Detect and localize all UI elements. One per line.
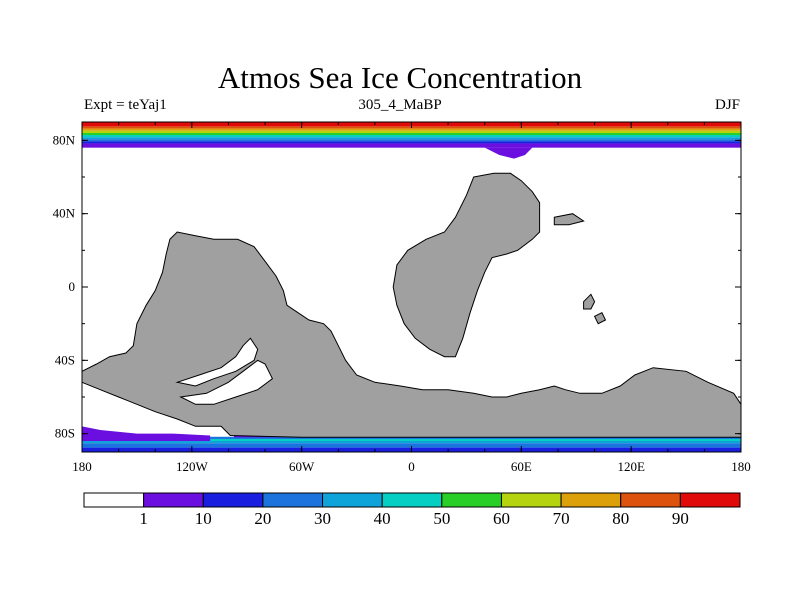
map-layer bbox=[81, 122, 742, 452]
x-tick-label: 0 bbox=[408, 459, 415, 474]
colorbar-swatch bbox=[322, 492, 383, 508]
north-ice-band-5 bbox=[82, 135, 741, 138]
colorbar-label: 10 bbox=[195, 509, 212, 528]
colorbar-swatch bbox=[679, 492, 741, 508]
period-label: 305_4_MaBP bbox=[358, 97, 442, 113]
north-ice-tongue bbox=[484, 147, 533, 159]
land-mass-1 bbox=[392, 172, 541, 358]
north-ice-band-6 bbox=[82, 137, 741, 140]
island-0 bbox=[553, 213, 585, 226]
y-tick-label: 0 bbox=[69, 279, 76, 294]
inland-sea-1 bbox=[175, 337, 259, 387]
south-ice-band-2 bbox=[82, 441, 741, 444]
colorbar-swatch bbox=[143, 492, 204, 508]
island-2 bbox=[593, 312, 607, 325]
south-ice-band-4 bbox=[82, 436, 741, 439]
x-tick-label: 60E bbox=[511, 459, 532, 474]
colorbar-swatch bbox=[560, 492, 622, 508]
colorbar-swatch bbox=[262, 492, 324, 508]
colorbar-label: 30 bbox=[314, 509, 331, 528]
north-ice-band-7 bbox=[82, 139, 741, 142]
colorbar-label: 20 bbox=[254, 509, 271, 528]
colorbar: 1 10 20 30 40 50 60 70 80 90 bbox=[83, 492, 741, 528]
north-ice-band-9 bbox=[82, 143, 741, 148]
colorbar-swatch bbox=[381, 492, 443, 508]
colorbar-label: 90 bbox=[672, 509, 689, 528]
south-ice-band-1 bbox=[82, 443, 741, 448]
colorbar-label: 40 bbox=[374, 509, 391, 528]
north-ice-band-2 bbox=[82, 128, 741, 131]
x-tick-label: 180 bbox=[731, 459, 751, 474]
colorbar-swatch bbox=[83, 492, 145, 508]
x-tick-label: 120E bbox=[617, 459, 645, 474]
x-tick-label: 60W bbox=[289, 459, 315, 474]
north-ice-band-3 bbox=[82, 130, 741, 133]
north-ice-band-8 bbox=[82, 141, 741, 144]
colorbar-label: 60 bbox=[493, 509, 510, 528]
north-ice-band-4 bbox=[82, 133, 741, 136]
y-tick-label: 40S bbox=[55, 352, 75, 367]
x-tick-label: 120W bbox=[176, 459, 209, 474]
island-1 bbox=[583, 293, 596, 310]
colorbar-label: 70 bbox=[553, 509, 570, 528]
y-tick-label: 80N bbox=[53, 132, 76, 147]
y-tick-label: 80S bbox=[55, 426, 75, 441]
axis-layer: 80N 40N 0 40S 80S 180 120W 60W 0 60E 120E 180 bbox=[53, 121, 751, 474]
y-tick-label: 40N bbox=[53, 206, 76, 221]
x-tick-label: 180 bbox=[72, 459, 92, 474]
colorbar-label: 50 bbox=[433, 509, 450, 528]
season-label: DJF bbox=[714, 97, 740, 113]
colorbar-swatch bbox=[620, 492, 681, 508]
south-ice-tongue-west bbox=[82, 426, 211, 441]
colorbar-label: 1 bbox=[139, 509, 148, 528]
inland-sea-0 bbox=[179, 359, 274, 405]
colorbar-swatch bbox=[441, 492, 502, 508]
colorbar-swatch bbox=[500, 492, 562, 508]
colorbar-swatch bbox=[202, 492, 264, 508]
colorbar-label: 80 bbox=[612, 509, 629, 528]
experiment-label: Expt = teYaj1 bbox=[84, 97, 167, 113]
south-ice-band-3 bbox=[82, 438, 741, 441]
map-title: Atmos Sea Ice Concentration bbox=[217, 60, 583, 95]
